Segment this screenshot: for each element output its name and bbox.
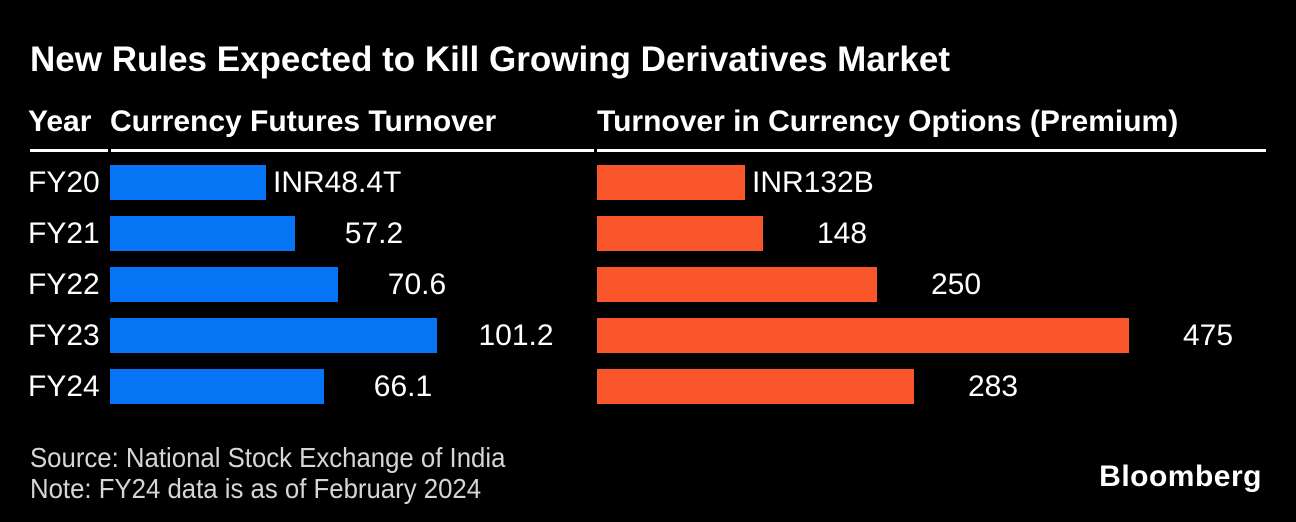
footer: Source: National Stock Exchange of India… bbox=[30, 442, 505, 504]
options-bar bbox=[597, 216, 763, 251]
column-header-year: Year bbox=[28, 105, 92, 138]
bar-value-label: 283 bbox=[967, 370, 1019, 403]
header-rule-segment bbox=[30, 149, 108, 152]
column-header-futures: Currency Futures Turnover bbox=[110, 105, 497, 138]
header-rule-segment bbox=[111, 149, 594, 152]
bar-value-label: 148 bbox=[816, 217, 868, 250]
options-bar bbox=[597, 318, 1129, 353]
bar-value-label: 101.2 bbox=[478, 319, 554, 352]
column-header-options: Turnover in Currency Options (Premium) bbox=[597, 105, 1179, 138]
year-label: FY23 bbox=[28, 319, 100, 352]
bar-value-label: 70.6 bbox=[387, 268, 447, 301]
futures-bar bbox=[110, 318, 437, 353]
futures-bar bbox=[110, 267, 338, 302]
options-bar bbox=[597, 369, 914, 404]
futures-bar bbox=[110, 216, 295, 251]
bar-value-label: 250 bbox=[930, 268, 982, 301]
options-bar bbox=[597, 165, 745, 200]
year-label: FY24 bbox=[28, 370, 100, 403]
data-note: Note: FY24 data is as of February 2024 bbox=[30, 473, 482, 504]
bar-value-label: 475 bbox=[1182, 319, 1234, 352]
year-label: FY22 bbox=[28, 268, 100, 301]
source-note: Source: National Stock Exchange of India bbox=[30, 442, 506, 473]
bar-value-label: 57.2 bbox=[344, 217, 404, 250]
options-bar bbox=[597, 267, 877, 302]
futures-bar bbox=[110, 165, 266, 200]
bar-value-label: 66.1 bbox=[373, 370, 433, 403]
bar-value-label: INR132B bbox=[752, 166, 874, 199]
futures-bar bbox=[110, 369, 324, 404]
year-label: FY21 bbox=[28, 217, 100, 250]
chart-title: New Rules Expected to Kill Growing Deriv… bbox=[30, 40, 950, 79]
header-rule-segment bbox=[597, 149, 1266, 152]
bloomberg-logo: Bloomberg bbox=[1099, 460, 1262, 493]
year-label: FY20 bbox=[28, 166, 100, 199]
bar-value-label: INR48.4T bbox=[273, 166, 402, 199]
